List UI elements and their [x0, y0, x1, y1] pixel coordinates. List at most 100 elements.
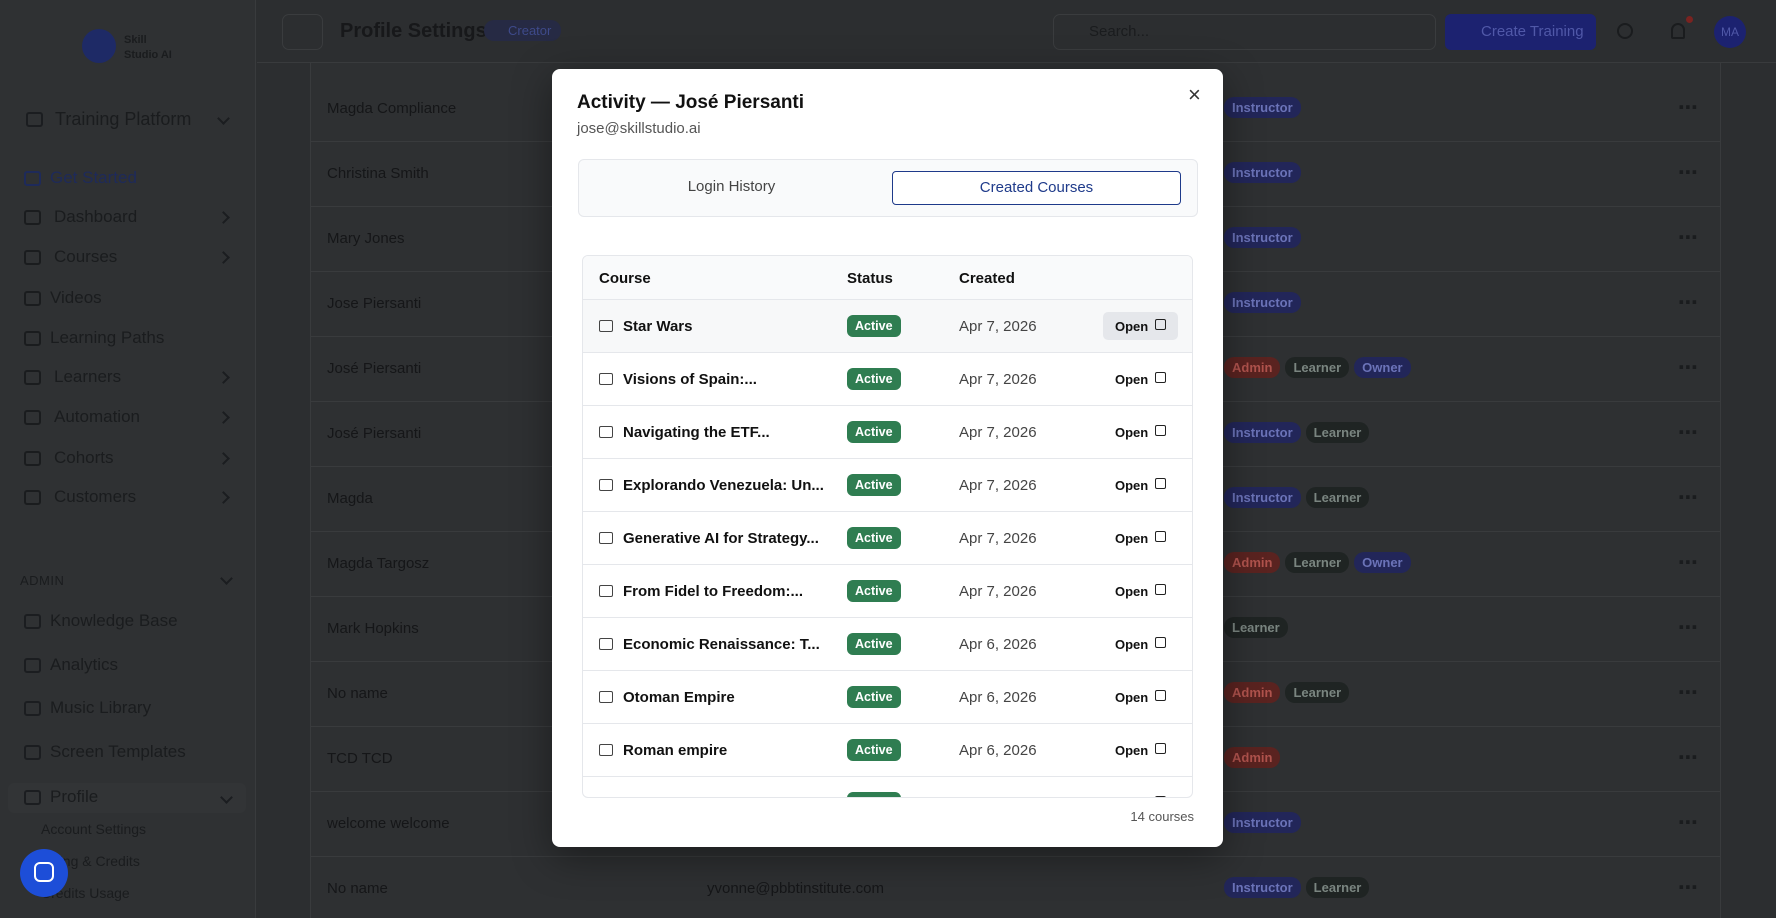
roles: Instructor	[1224, 162, 1306, 183]
role-badge: Instructor	[1224, 877, 1301, 898]
external-icon	[1155, 531, 1166, 542]
tab[interactable]: Created Courses	[892, 171, 1181, 205]
book-icon	[599, 426, 613, 438]
close-button[interactable]: ×	[1188, 82, 1201, 107]
row-divider	[583, 511, 1192, 512]
user-name: Mark Hopkins	[327, 620, 419, 637]
created-date: Apr 7, 2026	[959, 318, 1037, 335]
external-icon	[1155, 372, 1166, 383]
roles: Instructor Learner	[1224, 487, 1374, 508]
nav-item[interactable]: Courses	[54, 247, 118, 266]
sub-nav-item[interactable]: Account Settings	[41, 821, 147, 837]
nav-icon	[24, 790, 41, 805]
row-menu[interactable]: ⋯	[1678, 747, 1698, 769]
nav-item[interactable]: Profile	[50, 787, 99, 806]
row-menu[interactable]: ⋯	[1678, 422, 1698, 444]
row-menu[interactable]: ⋯	[1678, 97, 1698, 119]
tabs: Login History Created Courses	[578, 159, 1198, 217]
user-name: welcome welcome	[327, 815, 450, 832]
role-badge: Instructor	[1224, 162, 1301, 183]
row-menu[interactable]: ⋯	[1678, 682, 1698, 704]
column-header: Course	[599, 270, 651, 287]
nav-item[interactable]: Screen Templates	[50, 742, 186, 761]
logo-text: Skill	[124, 34, 147, 46]
nav-icon	[24, 250, 41, 265]
created-date: Apr 6, 2026	[959, 636, 1037, 653]
user-name: Magda Targosz	[327, 555, 430, 572]
row-menu[interactable]: ⋯	[1678, 877, 1698, 899]
role-badge: Instructor	[1224, 422, 1301, 443]
role-badge: Admin	[1224, 747, 1281, 768]
nav-icon	[24, 171, 41, 186]
row-menu[interactable]: ⋯	[1678, 487, 1698, 509]
status-badge: Active	[847, 474, 901, 496]
nav-item[interactable]: Cohorts	[54, 448, 114, 467]
user-name: Christina Smith	[327, 165, 429, 182]
external-icon	[1155, 478, 1166, 489]
course-title: Generative AI for Strat...	[623, 795, 794, 797]
chat-button[interactable]	[20, 849, 68, 897]
role-badge: Learner	[1305, 877, 1370, 898]
avatar[interactable]: MA	[1714, 16, 1746, 48]
bell-icon	[1671, 23, 1685, 39]
book-icon	[599, 744, 613, 756]
sub-nav-item[interactable]: Credits Usage	[41, 885, 130, 901]
user-name: Magda Compliance	[327, 100, 457, 117]
roles: Instructor Learner	[1224, 422, 1374, 443]
nav-item[interactable]: Learning Paths	[50, 328, 165, 347]
status-badge: Active	[847, 527, 901, 549]
page-title: Profile Settings	[340, 20, 487, 42]
nav-item[interactable]: Learners	[54, 367, 122, 386]
row-menu[interactable]: ⋯	[1678, 357, 1698, 379]
create-button[interactable]	[1445, 14, 1596, 50]
course-title: Economic Renaissance: T...	[623, 636, 820, 653]
nav-icon	[24, 410, 41, 425]
nav-icon	[24, 370, 41, 385]
external-icon	[1155, 637, 1166, 648]
open-label: Open	[1115, 372, 1149, 387]
status-badge: Active	[847, 792, 901, 797]
row-menu[interactable]: ⋯	[1678, 292, 1698, 314]
nav-item[interactable]: Dashboard	[54, 207, 138, 226]
role-badge: Learner	[1305, 487, 1370, 508]
nav-item[interactable]: Knowledge Base	[50, 611, 178, 630]
nav-active-bg	[8, 783, 246, 813]
open-label: Open	[1115, 796, 1148, 797]
roles: Instructor	[1224, 227, 1306, 248]
created-date: Apr 7, 2026	[959, 424, 1037, 441]
nav-item[interactable]: Analytics	[50, 655, 119, 674]
nav-item[interactable]: Music Library	[50, 698, 152, 717]
courses-table: Course Status Created Star Wars Active Apr 7,…	[582, 255, 1193, 798]
book-icon	[599, 532, 613, 544]
row-menu[interactable]: ⋯	[1678, 227, 1698, 249]
row-menu[interactable]: ⋯	[1678, 162, 1698, 184]
tab[interactable]: Login History	[687, 178, 776, 195]
role-badge: Instructor	[1224, 487, 1301, 508]
nav-item[interactable]: Videos	[50, 288, 102, 307]
external-icon	[1155, 796, 1166, 797]
course-title: Roman empire	[623, 742, 728, 759]
course-title: Star Wars	[623, 318, 693, 335]
workspace-name[interactable]: Training Platform	[55, 109, 192, 129]
status-badge: Active	[847, 315, 901, 337]
nav-item[interactable]: Customers	[54, 487, 137, 506]
nav-icon	[24, 658, 41, 673]
logo-text: Studio AI	[124, 49, 172, 61]
row-menu[interactable]: ⋯	[1678, 617, 1698, 639]
modal-email: jose@skillstudio.ai	[577, 120, 701, 137]
nav-item[interactable]: Get Started	[50, 168, 137, 187]
role-badge: Admin	[1224, 682, 1281, 703]
role-badge: Learner	[1224, 617, 1288, 638]
role-badge: Learner	[1285, 682, 1350, 703]
row-menu[interactable]: ⋯	[1678, 552, 1698, 574]
nav-item[interactable]: Automation	[54, 407, 140, 426]
open-label: Open	[1115, 531, 1149, 546]
role-badge: Instructor	[1224, 292, 1301, 313]
sidebar-toggle[interactable]	[282, 14, 323, 50]
row-menu[interactable]: ⋯	[1678, 812, 1698, 834]
user-name: Jose Piersanti	[327, 295, 422, 312]
nav-icon	[24, 210, 41, 225]
logo-mark	[82, 29, 116, 63]
role-badge: Instructor	[1224, 812, 1301, 833]
search-box[interactable]	[1053, 14, 1436, 50]
